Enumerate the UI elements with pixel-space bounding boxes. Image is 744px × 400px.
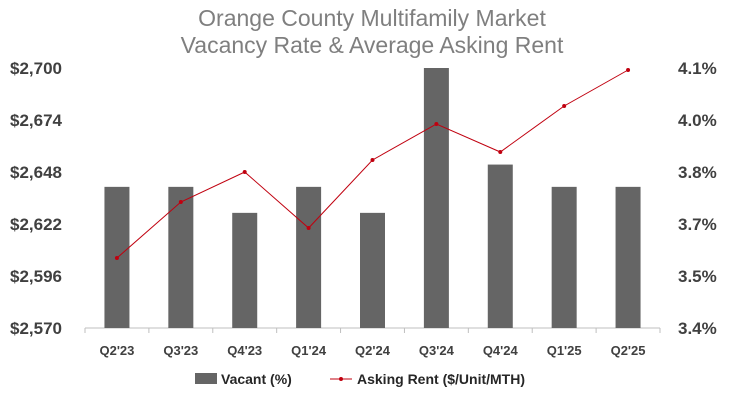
chart-title-line-1: Orange County Multifamily Market	[198, 5, 546, 31]
asking-rent-point	[370, 158, 375, 162]
vacancy-bar	[615, 186, 641, 328]
right-axis: 3.4% 3.5% 3.7% 3.8% 4.0% 4.1%	[678, 59, 717, 338]
left-axis-tick-label: $2,674	[10, 111, 63, 130]
right-axis-tick-label: 3.5%	[678, 267, 717, 286]
asking-rent-point	[242, 170, 247, 174]
chart-title-line-2: Vacancy Rate & Average Asking Rent	[181, 32, 564, 58]
vacancy-bar	[360, 212, 385, 328]
vacancy-bar	[487, 164, 513, 328]
vacancy-bar	[168, 186, 194, 328]
right-axis-tick-label: 3.8%	[678, 163, 717, 182]
x-axis-tick-label: Q1'25	[547, 343, 582, 358]
x-axis-tick-label: Q4'23	[227, 343, 262, 358]
right-axis-tick-label: 4.1%	[678, 59, 717, 78]
asking-rent-point	[562, 104, 567, 108]
legend-asking-rent-label: Asking Rent ($/Unit/MTH)	[357, 371, 525, 387]
legend-vacant-label: Vacant (%)	[221, 371, 292, 387]
vacancy-bar	[423, 68, 449, 328]
vacancy-bars	[104, 68, 641, 328]
left-axis-tick-label: $2,596	[10, 267, 62, 286]
right-axis-tick-label: 3.4%	[678, 319, 717, 338]
legend-vacant-swatch	[195, 373, 217, 384]
x-axis-tick-label: Q2'25	[611, 343, 646, 358]
x-axis-tick-label: Q3'24	[419, 343, 455, 358]
vacancy-bar	[551, 186, 577, 328]
asking-rent-point	[498, 150, 503, 154]
asking-rent-point	[626, 68, 631, 72]
legend-asking-rent-marker	[339, 377, 343, 381]
right-axis-tick-label: 3.7%	[678, 215, 717, 234]
x-axis-labels: Q2'23 Q3'23 Q4'23 Q1'24 Q2'24 Q3'24 Q4'24 Q1'25…	[99, 343, 645, 358]
x-axis-tick-label: Q2'23	[99, 343, 134, 358]
vacancy-bar	[296, 186, 322, 328]
left-axis-tick-label: $2,622	[10, 215, 62, 234]
asking-rent-line	[114, 68, 631, 260]
x-axis-tick-label: Q1'24	[291, 343, 327, 358]
asking-rent-point	[178, 200, 183, 204]
left-axis-tick-label: $2,570	[10, 319, 62, 338]
x-axis-tick-label: Q3'23	[163, 343, 198, 358]
vacancy-bar	[232, 212, 258, 328]
asking-rent-point	[114, 256, 119, 260]
x-axis-tick-label: Q2'24	[355, 343, 391, 358]
x-axis-ticks	[84, 328, 661, 333]
asking-rent-point	[434, 122, 439, 126]
asking-rent-point	[306, 226, 311, 230]
left-axis-tick-label: $2,648	[10, 163, 62, 182]
left-axis-tick-label: $2,700	[10, 59, 62, 78]
right-axis-tick-label: 4.0%	[678, 111, 717, 130]
left-axis: $2,570 $2,596 $2,622 $2,648 $2,674 $2,700	[10, 59, 63, 338]
legend: Vacant (%) Asking Rent ($/Unit/MTH)	[195, 371, 525, 387]
x-axis-tick-label: Q4'24	[483, 343, 519, 358]
